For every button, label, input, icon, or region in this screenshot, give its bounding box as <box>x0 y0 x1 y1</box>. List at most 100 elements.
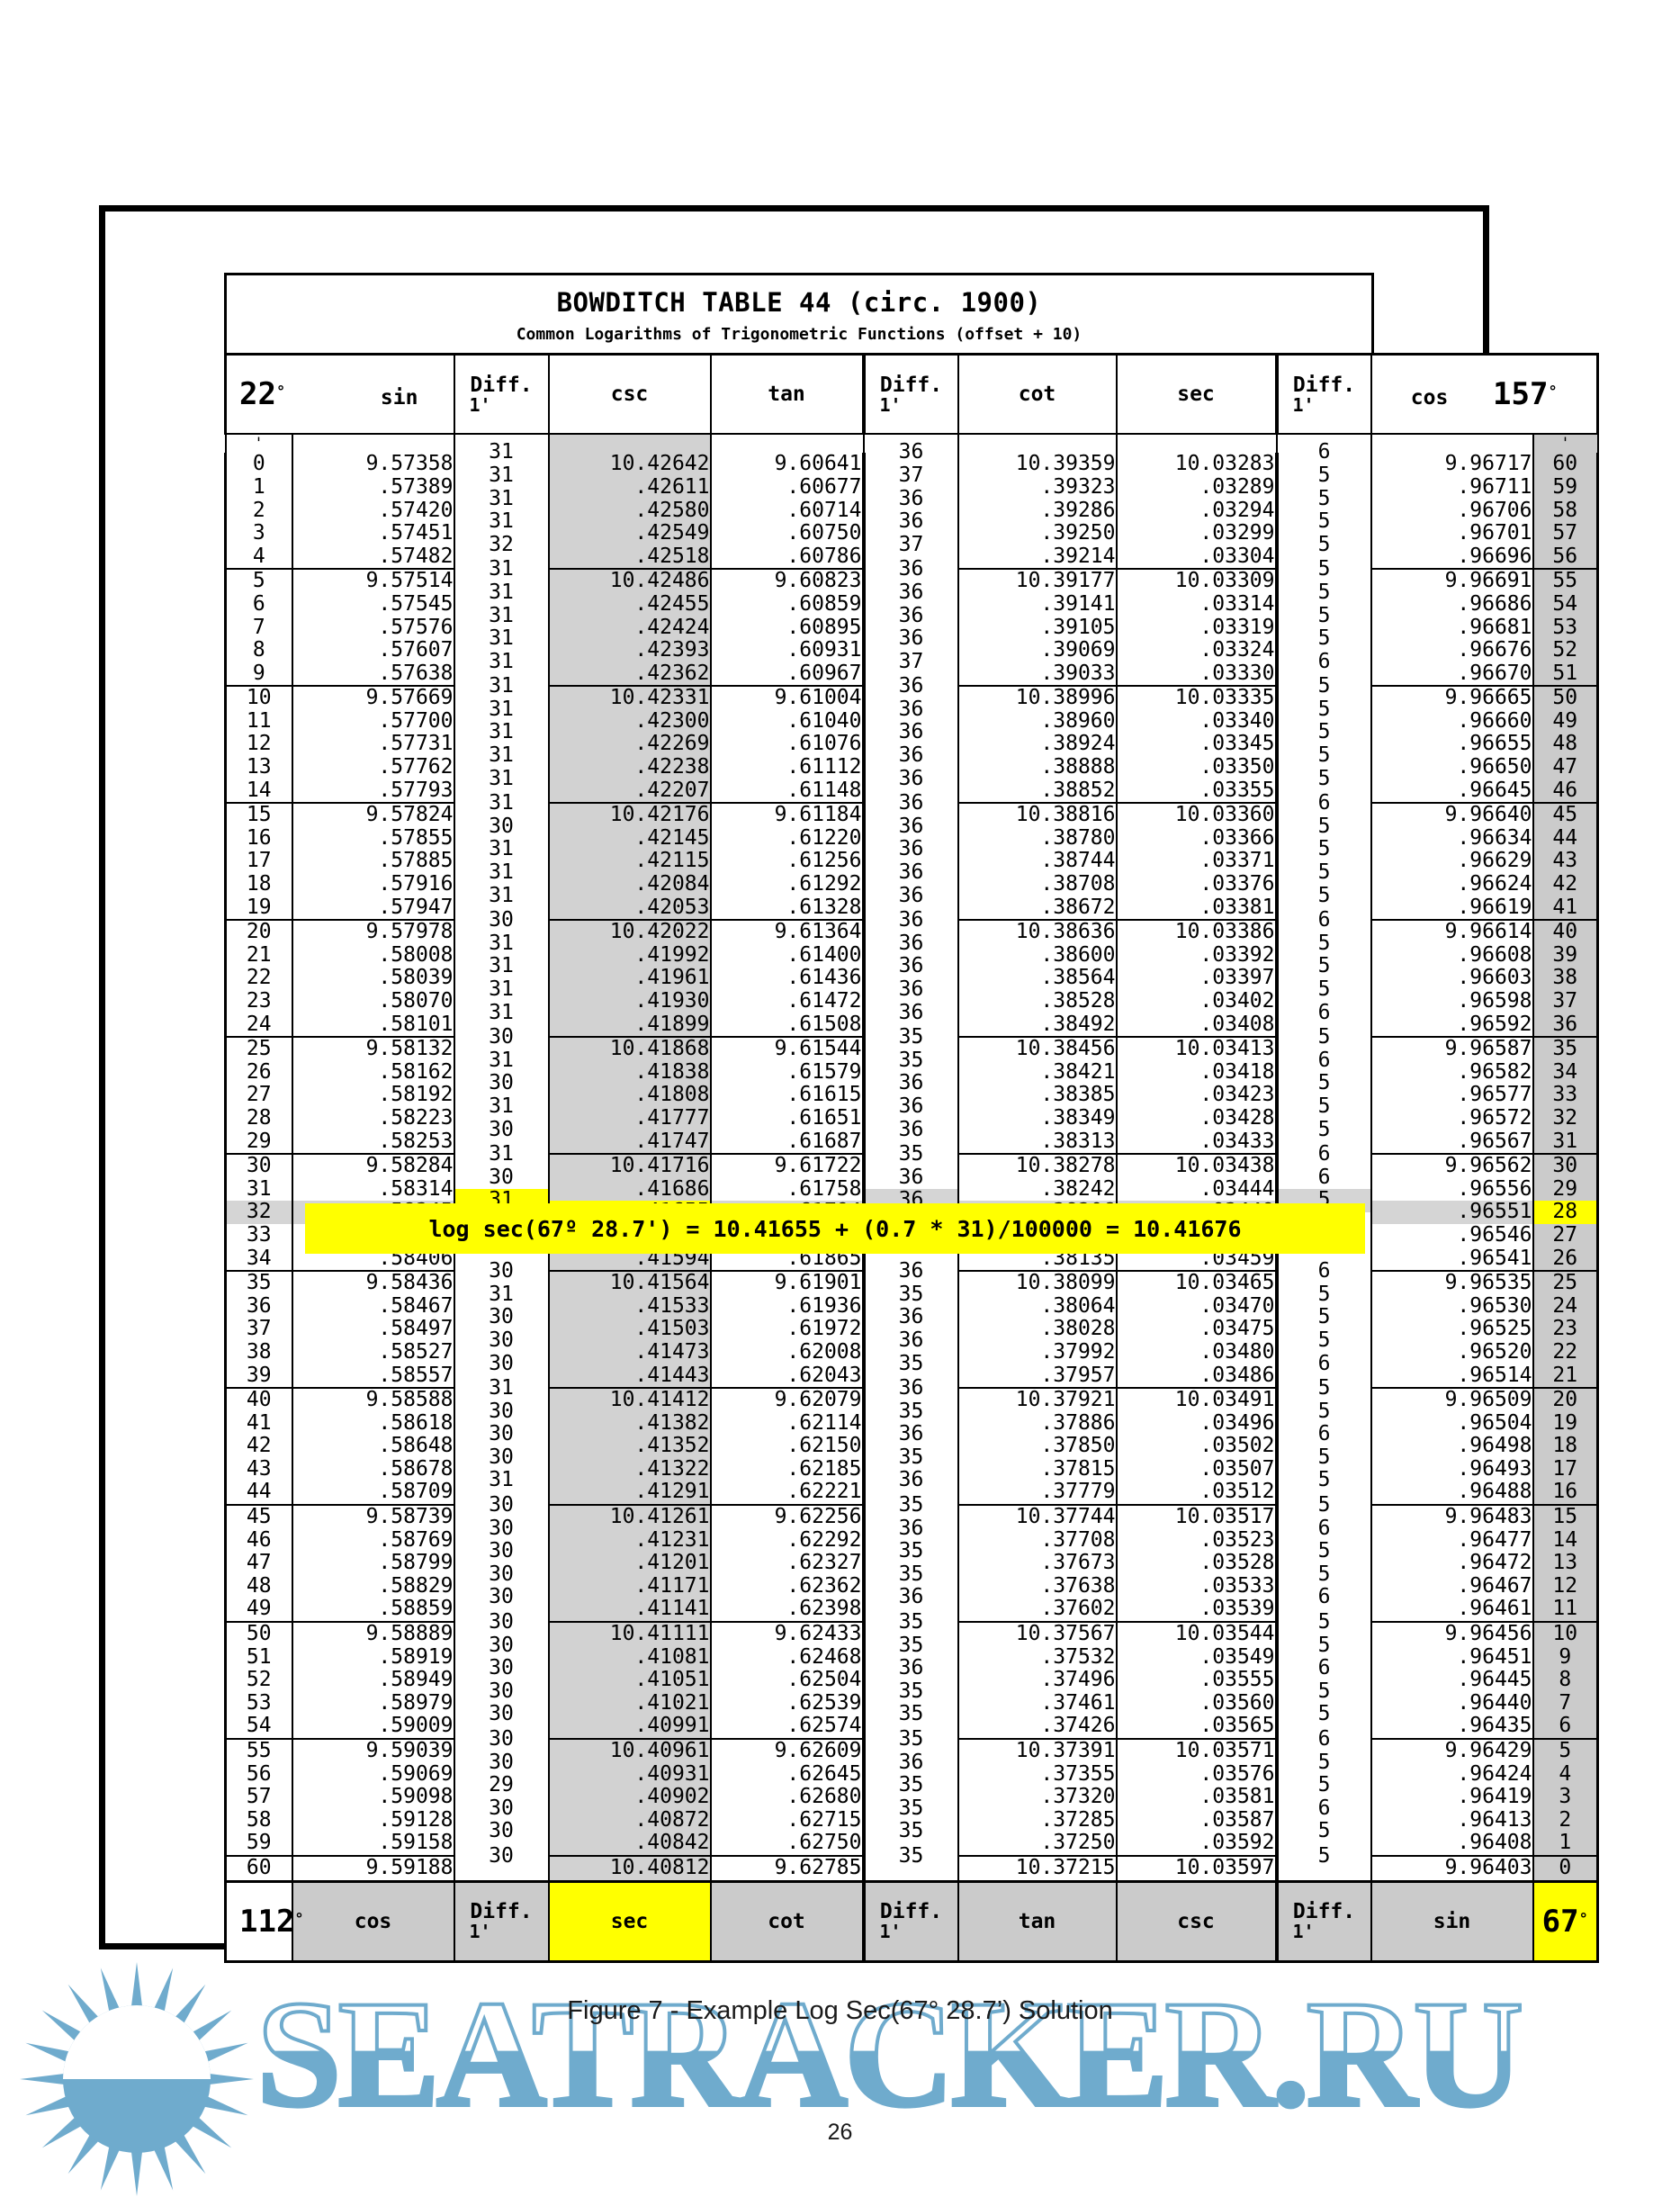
tan-cell: .61436 <box>709 967 866 990</box>
sin-cell: .58829 <box>291 1574 455 1598</box>
tan-cell: .62362 <box>709 1574 866 1598</box>
minute-right-cell: 22 <box>1532 1340 1599 1364</box>
minute-right-cell: 57 <box>1532 522 1599 545</box>
diff2-cell: 36 <box>863 1001 958 1026</box>
sec-cell: .03496 <box>1115 1411 1279 1436</box>
figure-caption: Figure 7 - Example Log Sec(67° 28.7’) So… <box>567 1996 1113 2025</box>
diff3-cell: 5 <box>1276 1328 1371 1353</box>
header-degree-left: 22° sin <box>224 353 455 436</box>
diff2-cell: 35 <box>863 1492 958 1517</box>
sin-cell: .58497 <box>291 1318 455 1341</box>
table-row: 44.58709 31.41291.62221 36.37779.03512 5.96… <box>224 1469 1599 1506</box>
diff1-cell: 30 <box>454 1328 549 1353</box>
diff3-cell: 6 <box>1276 1586 1371 1611</box>
tan-cell: .61148 <box>709 779 866 804</box>
tan-cell: .61651 <box>709 1106 866 1130</box>
table-row: 27.58192 30.41808.61615 36.38385.03423 5.96… <box>224 1072 1599 1107</box>
minute-right-cell: 34 <box>1532 1060 1599 1085</box>
cos-cell: .96520 <box>1370 1340 1534 1364</box>
sin-cell: .57731 <box>291 733 455 757</box>
minute-right-cell: 1 <box>1532 1832 1599 1856</box>
cos-cell: .96467 <box>1370 1574 1534 1598</box>
table-row: 45 9.58739 30 10.41261 9.62256 35 10.37744 10.0… <box>224 1492 1599 1529</box>
diff2-cell: 36 <box>863 698 958 722</box>
sec-cell: 10.03309 <box>1115 568 1279 593</box>
tan-cell: 9.61901 <box>709 1270 866 1295</box>
table-row: 1.57389 31.42611.60677 37.39323.03289 5.967… <box>224 464 1599 500</box>
sin-cell: .58192 <box>291 1084 455 1107</box>
minute-right-cell: 48 <box>1532 733 1599 757</box>
minute-right-cell: 13 <box>1532 1552 1599 1575</box>
minute-left-cell: 37 <box>224 1318 293 1341</box>
sec-cell: .03581 <box>1115 1786 1279 1809</box>
diff3-cell: 5 <box>1276 743 1371 768</box>
sec-cell: .03480 <box>1115 1340 1279 1364</box>
csc-cell: .41473 <box>547 1340 712 1364</box>
minute-left-cell: 29 <box>224 1130 293 1155</box>
table-row: 25 9.58132 30 10.41868 9.61544 35 10.38456 10.0… <box>224 1024 1599 1061</box>
sin-cell: .58648 <box>291 1435 455 1458</box>
sin-cell: .59069 <box>291 1762 455 1787</box>
cos-cell: 9.96665 <box>1370 685 1534 710</box>
cos-cell: 9.96691 <box>1370 568 1534 593</box>
sin-cell: .58799 <box>291 1552 455 1575</box>
cot-cell: 10.37215 <box>957 1854 1118 1882</box>
minute-left-cell: 39 <box>224 1364 293 1389</box>
diff2-cell: 36 <box>863 1072 958 1095</box>
diff3-cell: 5 <box>1276 1492 1371 1517</box>
minute-right-cell: 50 <box>1532 685 1599 710</box>
diff3-cell: 5 <box>1276 1118 1371 1143</box>
cot-cell: 10.39359 <box>957 453 1118 476</box>
diff2-cell: 36 <box>863 1166 958 1190</box>
diff2-cell: 36 <box>863 604 958 628</box>
diff1-cell: 29 <box>454 1774 549 1797</box>
cot-cell: .37496 <box>957 1669 1118 1692</box>
diff3-cell: 5 <box>1276 955 1371 978</box>
csc-cell: .41961 <box>547 967 712 990</box>
csc-cell: .41686 <box>547 1177 712 1202</box>
cos-cell: 9.96429 <box>1370 1738 1534 1763</box>
sec-cell: .03366 <box>1115 826 1279 851</box>
diff3-cell: 5 <box>1276 581 1371 605</box>
footer-diff3-label: Diff. <box>1292 1900 1356 1924</box>
minute-right-cell: 19 <box>1532 1411 1599 1436</box>
tan-cell: .61292 <box>709 872 866 896</box>
diff1-cell: 31 <box>454 673 549 698</box>
sin-cell: .58709 <box>291 1481 455 1506</box>
minute-left-cell: 13 <box>224 755 293 779</box>
diff3-cell: 5 <box>1276 510 1371 534</box>
diff3-cell: 6 <box>1276 1258 1371 1283</box>
cos-cell: .96551 <box>1370 1201 1534 1224</box>
table-row: 6.57545 31.42455.60859 36.39141.03314 5.966… <box>224 581 1599 617</box>
diff1-cell: 30 <box>454 1352 549 1377</box>
tan-cell: 9.62079 <box>709 1387 866 1412</box>
diff1-cell: 30 <box>454 1562 549 1587</box>
diff3-cell: 6 <box>1276 1352 1371 1377</box>
sec-cell: .03330 <box>1115 662 1279 687</box>
minute-left-cell: 12 <box>224 733 293 757</box>
cos-cell: .96541 <box>1370 1247 1534 1272</box>
sin-cell: .58101 <box>291 1013 455 1038</box>
minute-left-cell: 55 <box>224 1738 293 1763</box>
minute-right-cell: 27 <box>1532 1223 1599 1247</box>
minute-right-cell: 36 <box>1532 1013 1599 1038</box>
diff2-cell: 36 <box>863 790 958 815</box>
diff1-cell: 31 <box>454 441 549 464</box>
csc-cell: .42084 <box>547 872 712 896</box>
minute-left-cell: 5 <box>224 568 293 593</box>
table-row: 10 9.57669 31 10.42331 9.61004 36 10.38996 10.0… <box>224 673 1599 710</box>
csc-cell: .41322 <box>547 1457 712 1481</box>
sec-cell: 10.03386 <box>1115 919 1279 944</box>
cot-cell: .38672 <box>957 896 1118 921</box>
diff3-cell: 5 <box>1276 1842 1371 1870</box>
minute-right-cell: 14 <box>1532 1528 1599 1553</box>
sin-cell: .57947 <box>291 896 455 921</box>
minute-right-cell: 56 <box>1532 545 1599 570</box>
table-row: 43.58678 30.41322.62185 35.37815.03507 5.96… <box>224 1445 1599 1481</box>
cot-cell: .38600 <box>957 943 1118 968</box>
watermark-outline: SEATRACKER.RU <box>255 1967 1525 2140</box>
minute-tick-row: ' ' <box>224 434 1599 454</box>
page-subtitle: Common Logarithms of Trigonometric Funct… <box>516 325 1083 345</box>
cos-cell: .96413 <box>1370 1808 1534 1832</box>
diff2-cell: 36 <box>863 743 958 768</box>
